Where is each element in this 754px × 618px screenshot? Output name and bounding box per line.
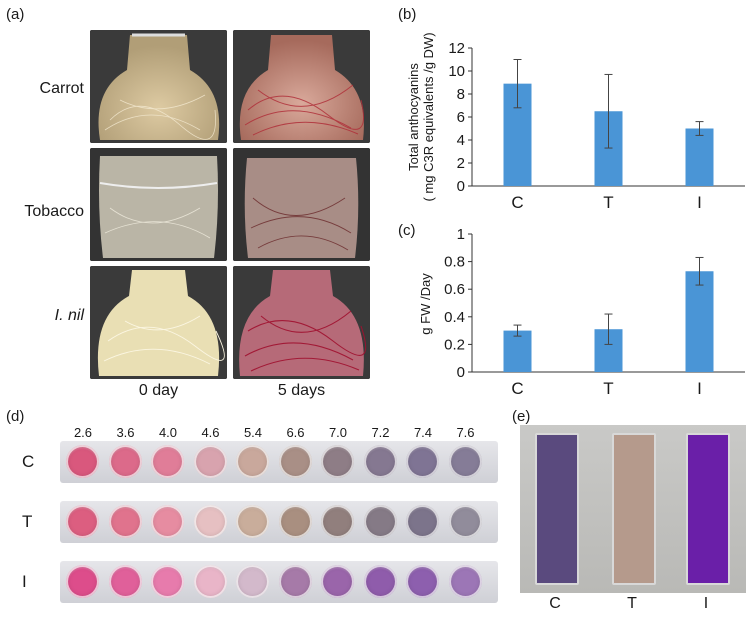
y-tick-label: 10 — [448, 63, 465, 80]
chart-c: 0 0.2 0.4 0.6 0.8 1 C T Ig FW /Day — [418, 226, 745, 398]
photo-tobacco-5-days — [233, 148, 370, 261]
ph-value-label: 4.0 — [158, 425, 178, 440]
well — [321, 505, 354, 538]
plate-row-label: I — [22, 572, 27, 591]
well — [151, 505, 184, 538]
well — [278, 565, 312, 598]
photo-carrot-0-day — [90, 30, 227, 143]
well — [363, 505, 397, 538]
plate-row-label: C — [22, 452, 35, 471]
row-label-tobacco: Tobacco — [24, 203, 84, 220]
y-tick-label: 2 — [457, 155, 465, 172]
well — [363, 565, 397, 598]
ph-value-label: 7.2 — [371, 425, 390, 440]
y-tick-label: 1 — [457, 226, 465, 243]
y-tick-label: 8 — [457, 86, 465, 103]
x-tick-label: I — [697, 193, 702, 212]
ph-value-label: 7.0 — [328, 425, 348, 440]
row-label-carrot: Carrot — [39, 80, 84, 97]
photo-i-nil-0-day — [90, 266, 227, 379]
ph-value-label: 2.6 — [73, 425, 93, 440]
y-axis-label: Total anthocyanins( mg C3R equivalents /… — [406, 32, 436, 201]
well — [363, 445, 397, 478]
x-tick-label: C — [511, 193, 523, 212]
y-tick-label: 0.6 — [444, 281, 465, 298]
column-label-5-days: 5 days — [277, 382, 326, 399]
well — [66, 445, 99, 478]
y-axis-label: g FW /Day — [418, 273, 433, 335]
x-tick-label: T — [603, 193, 613, 212]
well — [236, 565, 269, 598]
y-tick-label: 12 — [448, 40, 465, 57]
well — [193, 565, 227, 598]
well — [66, 505, 99, 538]
y-tick-label: 0.8 — [444, 254, 465, 271]
panel-e-label: (e) — [512, 408, 531, 425]
well — [108, 445, 142, 478]
well — [406, 445, 439, 478]
panel-d-label: (d) — [6, 408, 25, 425]
ph-value-label: 5.4 — [243, 425, 263, 440]
ph-value-label: 7.6 — [456, 425, 475, 440]
x-tick-label: I — [697, 379, 702, 398]
well — [236, 505, 269, 538]
well — [321, 565, 354, 598]
y-tick-label: 0.2 — [444, 336, 465, 353]
well — [448, 505, 482, 538]
cuvette-label-i: I — [703, 595, 709, 612]
bar — [685, 128, 714, 186]
well — [278, 445, 312, 478]
cuvette-t — [612, 433, 656, 585]
plate-row-label: T — [22, 512, 33, 531]
panel-b-label: (b) — [398, 6, 417, 23]
well — [108, 565, 142, 598]
well — [151, 565, 184, 598]
ph-value-label: 4.6 — [201, 425, 220, 440]
y-tick-label: 0 — [457, 178, 465, 195]
cuvette-photo — [520, 425, 746, 593]
photo-carrot-5-days — [233, 30, 370, 143]
well — [406, 565, 439, 598]
photo-tobacco-0-day — [90, 148, 227, 261]
row-label-i-nil: I. nil — [54, 307, 84, 324]
well — [66, 565, 99, 598]
photo-i-nil-5-days — [233, 266, 370, 379]
bar — [685, 271, 714, 372]
ph-value-label: 7.4 — [413, 425, 433, 440]
x-tick-label: C — [511, 379, 523, 398]
x-tick-label: T — [603, 379, 613, 398]
ph-value-label: 6.6 — [286, 425, 305, 440]
well — [193, 505, 227, 538]
well — [321, 445, 354, 478]
well — [193, 445, 227, 478]
well — [108, 505, 142, 538]
well — [151, 445, 184, 478]
y-tick-label: 6 — [457, 109, 465, 126]
bar — [503, 330, 532, 372]
chart-b: 0 2 4 6 8 10 12 C T I Total anthocyanins( mg C3R e… — [406, 32, 745, 212]
well — [236, 445, 269, 478]
y-tick-label: 0 — [457, 364, 465, 381]
well — [406, 505, 439, 538]
cuvette-label-c: C — [549, 595, 561, 612]
well — [448, 445, 482, 478]
panel-c-label: (c) — [398, 222, 416, 239]
cuvette-c — [535, 433, 579, 585]
column-label-0-day: 0 day — [138, 382, 179, 399]
cuvette-i — [686, 433, 730, 585]
panel-a-label: (a) — [6, 6, 25, 23]
y-tick-label: 0.4 — [444, 309, 465, 326]
well — [278, 505, 312, 538]
well — [448, 565, 482, 598]
cuvette-label-t: T — [627, 595, 637, 612]
ph-value-label: 3.6 — [116, 425, 135, 440]
y-tick-label: 4 — [457, 132, 465, 149]
